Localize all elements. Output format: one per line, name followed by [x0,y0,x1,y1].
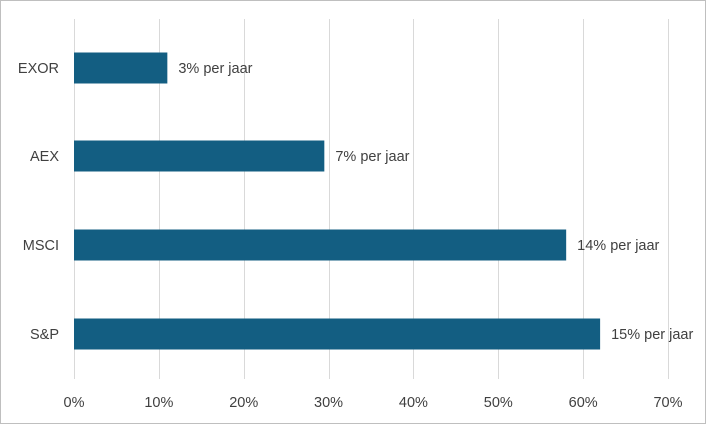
x-tick-label: 60% [569,395,598,411]
data-label: 3% per jaar [178,61,252,77]
labels: 0% 10% 20% 30% 40% 50% 60% 70% EXOR 3% per jaar AE… [18,61,694,411]
x-tick-label: 20% [229,395,258,411]
x-tick-label: 40% [399,395,428,411]
x-tick-label: 70% [653,395,682,411]
bar [74,52,168,84]
x-tick-label: 30% [314,395,343,411]
bar [74,229,567,261]
x-tick-label: 0% [64,395,85,411]
category-label: AEX [30,149,59,165]
bar [74,140,325,172]
data-label: 15% per jaar [611,327,693,343]
category-label: EXOR [18,61,59,77]
x-tick-label: 10% [144,395,173,411]
x-tick-label: 50% [484,395,513,411]
data-label: 7% per jaar [335,149,409,165]
data-label: 14% per jaar [577,238,659,254]
bars [74,52,601,350]
bar [74,318,601,350]
category-label: S&P [30,327,59,343]
category-label: MSCI [23,238,59,254]
